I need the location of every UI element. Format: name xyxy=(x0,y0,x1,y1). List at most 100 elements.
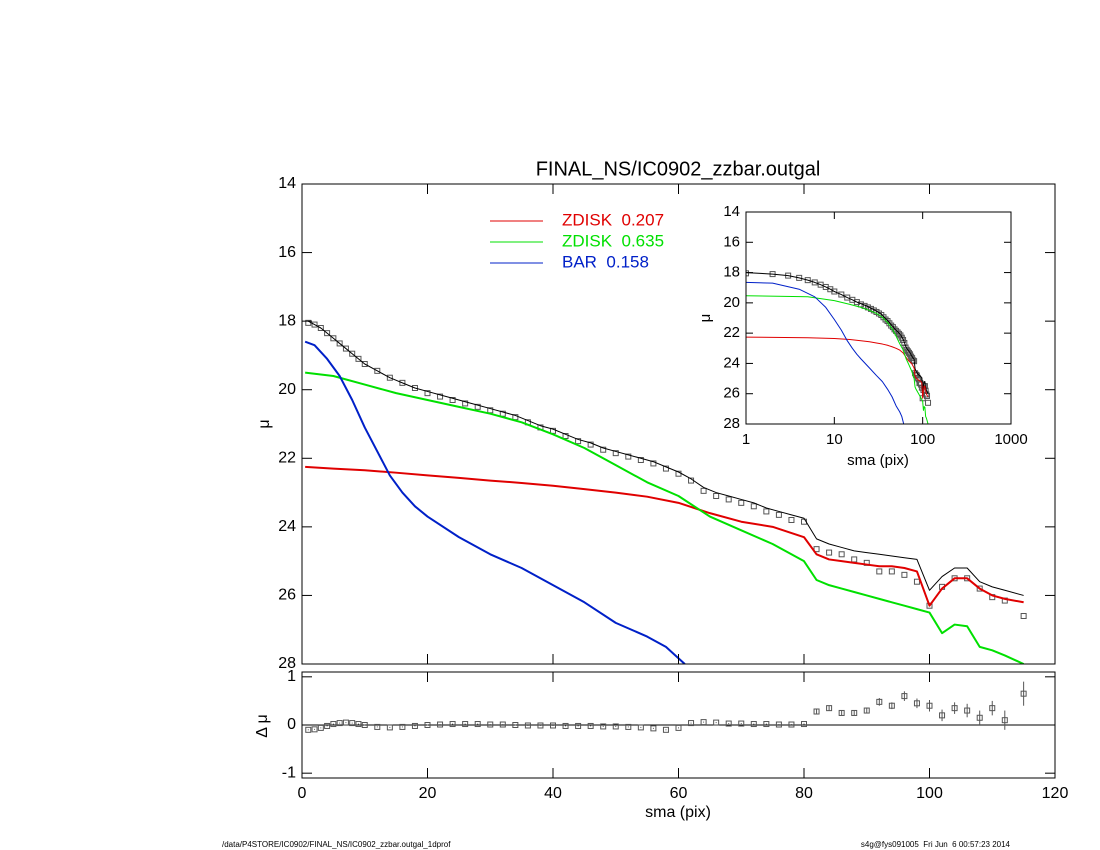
data-point xyxy=(826,549,833,556)
inset-y-axis-label: μ xyxy=(697,314,714,323)
data-point xyxy=(976,714,983,721)
data-point xyxy=(796,274,803,281)
series-line xyxy=(746,295,929,424)
data-point xyxy=(424,722,431,728)
data-point xyxy=(662,465,669,472)
y-tick-label: 18 xyxy=(278,312,296,329)
y-tick-label: 22 xyxy=(723,324,740,341)
residual-plot-area xyxy=(305,681,1027,733)
series-line xyxy=(305,371,1025,664)
data-point xyxy=(361,722,368,728)
data-point xyxy=(437,721,444,728)
inset-background xyxy=(746,212,1011,424)
series-line xyxy=(746,272,929,394)
data-point xyxy=(600,446,607,453)
data-point xyxy=(386,374,393,381)
data-point xyxy=(512,722,519,728)
data-point xyxy=(637,724,644,731)
data-point xyxy=(775,721,782,728)
data-point xyxy=(788,721,795,728)
y-tick-label: 22 xyxy=(278,450,296,467)
x-tick-label: 100 xyxy=(916,785,943,802)
data-point xyxy=(804,277,811,284)
y-tick-label: 14 xyxy=(723,203,740,220)
data-point xyxy=(811,279,818,286)
data-point xyxy=(449,397,456,403)
chart-title: FINAL_NS/IC0902_zzbar.outgal xyxy=(536,158,821,180)
y-tick-label: -1 xyxy=(282,764,296,781)
y-tick-label: 24 xyxy=(723,354,740,371)
data-point xyxy=(575,722,582,729)
data-point xyxy=(924,392,931,399)
data-point xyxy=(863,707,870,714)
data-point xyxy=(675,724,682,731)
data-point xyxy=(801,721,807,728)
data-point xyxy=(913,700,920,707)
data-point xyxy=(637,457,644,463)
data-point xyxy=(650,725,657,732)
data-point xyxy=(738,720,745,727)
data-point xyxy=(901,693,908,700)
data-point xyxy=(324,330,331,337)
data-point xyxy=(342,345,349,352)
x-tick-label: 1000 xyxy=(994,431,1027,448)
data-point xyxy=(474,721,481,728)
data-point xyxy=(424,390,431,397)
y-tick-label: 16 xyxy=(723,233,740,250)
data-point xyxy=(951,705,958,712)
x-tick-label: 100 xyxy=(910,431,935,448)
y-tick-label: 16 xyxy=(278,244,296,261)
x-tick-label: 10 xyxy=(826,431,843,448)
x-tick-label: 0 xyxy=(298,785,307,802)
data-point xyxy=(662,726,669,733)
data-point xyxy=(612,450,619,457)
data-point xyxy=(524,722,531,729)
series-line xyxy=(305,465,1024,607)
data-point xyxy=(926,702,933,709)
data-point xyxy=(317,325,324,331)
plot-area xyxy=(304,319,1027,664)
data-point xyxy=(700,719,707,726)
data-point xyxy=(336,340,343,347)
data-point xyxy=(813,708,820,715)
data-point xyxy=(700,487,707,494)
data-point xyxy=(838,551,845,558)
inset-plot-area xyxy=(746,270,932,424)
data-point xyxy=(964,707,971,714)
data-point xyxy=(411,385,418,391)
data-point xyxy=(763,721,770,728)
data-point xyxy=(826,705,833,712)
x-tick-label: 80 xyxy=(795,785,813,802)
data-point xyxy=(386,724,393,731)
y-axis-label: μ xyxy=(256,419,273,428)
data-point xyxy=(449,721,456,728)
data-point xyxy=(746,270,749,277)
data-point xyxy=(600,723,607,730)
data-point xyxy=(311,726,318,733)
data-point xyxy=(713,719,720,726)
x-axis-label: sma (pix) xyxy=(645,804,711,821)
data-point xyxy=(330,721,337,728)
data-point xyxy=(851,709,858,716)
data-point xyxy=(625,723,632,730)
x-tick-label: 40 xyxy=(544,785,562,802)
data-point xyxy=(499,721,506,728)
data-point xyxy=(1020,690,1027,697)
data-point xyxy=(342,719,349,726)
data-point xyxy=(562,433,569,439)
x-tick-label: 120 xyxy=(1042,785,1069,802)
data-point xyxy=(876,568,883,575)
data-point xyxy=(788,517,795,523)
data-point xyxy=(587,722,594,729)
x-tick-label: 60 xyxy=(670,785,688,802)
data-point xyxy=(462,400,469,407)
data-point xyxy=(876,698,883,705)
data-point xyxy=(713,493,720,499)
data-point xyxy=(336,720,343,727)
data-point xyxy=(913,578,920,585)
data-point xyxy=(901,571,908,578)
data-point xyxy=(399,723,406,730)
data-point xyxy=(474,403,481,410)
data-point xyxy=(399,379,406,386)
